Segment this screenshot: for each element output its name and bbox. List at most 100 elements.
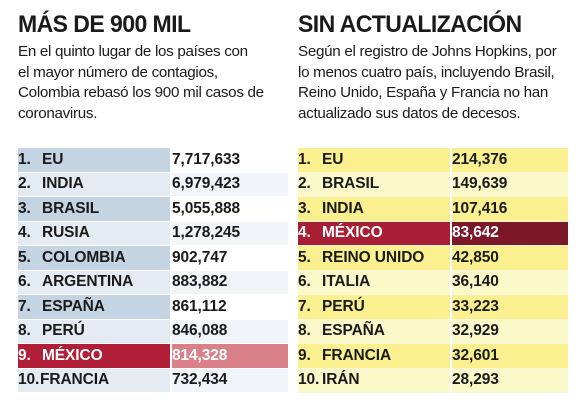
country-name: MÉXICO [42, 346, 103, 364]
table-row: 3. BRASIL 5,055,888 [18, 196, 288, 222]
rank-number: 1. [18, 150, 31, 168]
country-name: FRANCIA [322, 346, 392, 364]
decesos-panel: SIN ACTUALIZACIÓN Según el registro de J… [298, 0, 570, 393]
value-cell: 28,293 [450, 368, 568, 393]
country-cell: 6. ITALIA [298, 270, 451, 295]
country-cell: 8. ESPAÑA [298, 319, 451, 344]
table-row: 2. INDIA 6,979,423 [18, 172, 288, 197]
table-row: 3. INDIA 107,416 [298, 196, 568, 222]
country-name: RUSIA [42, 224, 90, 242]
contagios-intro: En el quinto lugar de los países con el … [18, 42, 288, 126]
value-cell: 33,223 [450, 294, 568, 320]
country-name: EU [322, 150, 344, 168]
table-row: 6. ITALIA 36,140 [298, 270, 568, 295]
country-name: ESPAÑA [42, 297, 105, 315]
value-cell: 36,140 [450, 270, 568, 295]
rank-number: 7. [18, 297, 31, 315]
value-cell: 32,929 [450, 319, 568, 344]
intro-line: Reino Unido, España y Francia no han [298, 84, 549, 101]
country-cell: 9. MÉXICO [18, 343, 171, 369]
rank-number: 10. [18, 371, 40, 389]
country-cell: 10.FRANCIA [18, 368, 171, 393]
rank-number: 3. [298, 199, 311, 217]
country-cell: 3. BRASIL [18, 196, 171, 222]
table-row: 8. PERÚ 846,088 [18, 319, 288, 344]
rank-number: 2. [298, 175, 311, 193]
country-name: IRÁN [322, 371, 360, 389]
table-row: 10. IRÁN 28,293 [298, 368, 568, 393]
value-cell: 32,601 [450, 343, 568, 369]
country-name: INDIA [322, 199, 364, 217]
country-name: ITALIA [322, 273, 371, 291]
value-cell: 732,434 [170, 368, 288, 393]
decesos-intro: Según el registro de Johns Hopkins, por … [298, 42, 570, 126]
country-cell: 5. COLOMBIA [18, 245, 171, 271]
value-cell: 214,376 [450, 148, 568, 173]
table-row-highlight: 4. MÉXICO 83,642 [298, 221, 568, 246]
intro-line: Según el registro de Johns Hopkins, por [298, 43, 557, 60]
intro-line: En el quinto lugar de los países con [18, 43, 248, 60]
value-cell: 902,747 [170, 245, 288, 271]
table-row: 1. EU 7,717,633 [18, 148, 288, 173]
contagios-title: MÁS DE 900 MIL [18, 11, 191, 38]
rank-number: 8. [18, 322, 31, 340]
value-cell: 107,416 [450, 196, 568, 222]
country-cell: 7. PERÚ [298, 294, 451, 320]
intro-line: el mayor número de contagios, [18, 63, 218, 81]
country-name: ARGENTINA [42, 273, 134, 291]
value-cell: 42,850 [450, 245, 568, 271]
country-cell: 7. ESPAÑA [18, 294, 171, 320]
country-name: REINO UNIDO [322, 248, 425, 266]
value-cell: 6,979,423 [170, 172, 288, 197]
rank-number: 9. [18, 346, 31, 364]
table-row: 7. ESPAÑA 861,112 [18, 294, 288, 320]
value-cell: 149,639 [450, 172, 568, 197]
country-name: COLOMBIA [42, 248, 126, 266]
decesos-table: 1. EU 214,376 2. BRASIL 149,639 3. INDIA 10… [298, 148, 568, 393]
value-cell: 5,055,888 [170, 196, 288, 222]
rank-number: 6. [298, 273, 311, 291]
intro-line: Colombia rebasó los 900 mil casos de [18, 84, 264, 101]
table-row: 4. RUSIA 1,278,245 [18, 221, 288, 246]
rank-number: 3. [18, 199, 31, 217]
country-name: ESPAÑA [322, 322, 385, 340]
country-name: EU [42, 150, 64, 168]
rank-number: 8. [298, 322, 311, 340]
value-cell: 846,088 [170, 319, 288, 344]
country-cell: 3. INDIA [298, 196, 451, 222]
country-cell: 9. FRANCIA [298, 343, 451, 369]
country-cell: 1. EU [18, 148, 171, 173]
rank-number: 4. [298, 224, 311, 242]
country-name: INDIA [42, 175, 84, 193]
country-cell: 2. INDIA [18, 172, 171, 197]
contagios-panel: MÁS DE 900 MIL En el quinto lugar de los… [18, 0, 288, 393]
rank-number: 7. [298, 297, 311, 315]
value-cell: 7,717,633 [170, 148, 288, 173]
country-cell: 4. MÉXICO [298, 221, 451, 246]
decesos-title: SIN ACTUALIZACIÓN [298, 11, 522, 38]
country-cell: 10. IRÁN [298, 368, 451, 393]
rank-number: 9. [298, 346, 311, 364]
intro-line: coronavirus. [18, 104, 98, 122]
table-row: 7. PERÚ 33,223 [298, 294, 568, 320]
country-cell: 5. REINO UNIDO [298, 245, 451, 271]
rank-number: 4. [18, 224, 31, 242]
rank-number: 1. [298, 150, 311, 168]
rank-number: 5. [18, 248, 31, 266]
table-row: 2. BRASIL 149,639 [298, 172, 568, 197]
country-cell: 6. ARGENTINA [18, 270, 171, 295]
table-row: 5. COLOMBIA 902,747 [18, 245, 288, 271]
country-cell: 1. EU [298, 148, 451, 173]
rank-number: 2. [18, 175, 31, 193]
country-name: PERÚ [322, 297, 365, 315]
table-row: 1. EU 214,376 [298, 148, 568, 173]
value-cell: 83,642 [450, 221, 568, 246]
table-row: 5. REINO UNIDO 42,850 [298, 245, 568, 271]
table-row-highlight: 9. MÉXICO 814,328 [18, 343, 288, 369]
rank-number: 6. [18, 273, 31, 291]
country-cell: 4. RUSIA [18, 221, 171, 246]
contagios-table: 1. EU 7,717,633 2. INDIA 6,979,423 3. BRASI… [18, 148, 288, 393]
country-name: BRASIL [322, 175, 380, 193]
country-name: PERÚ [42, 322, 85, 340]
country-cell: 8. PERÚ [18, 319, 171, 344]
